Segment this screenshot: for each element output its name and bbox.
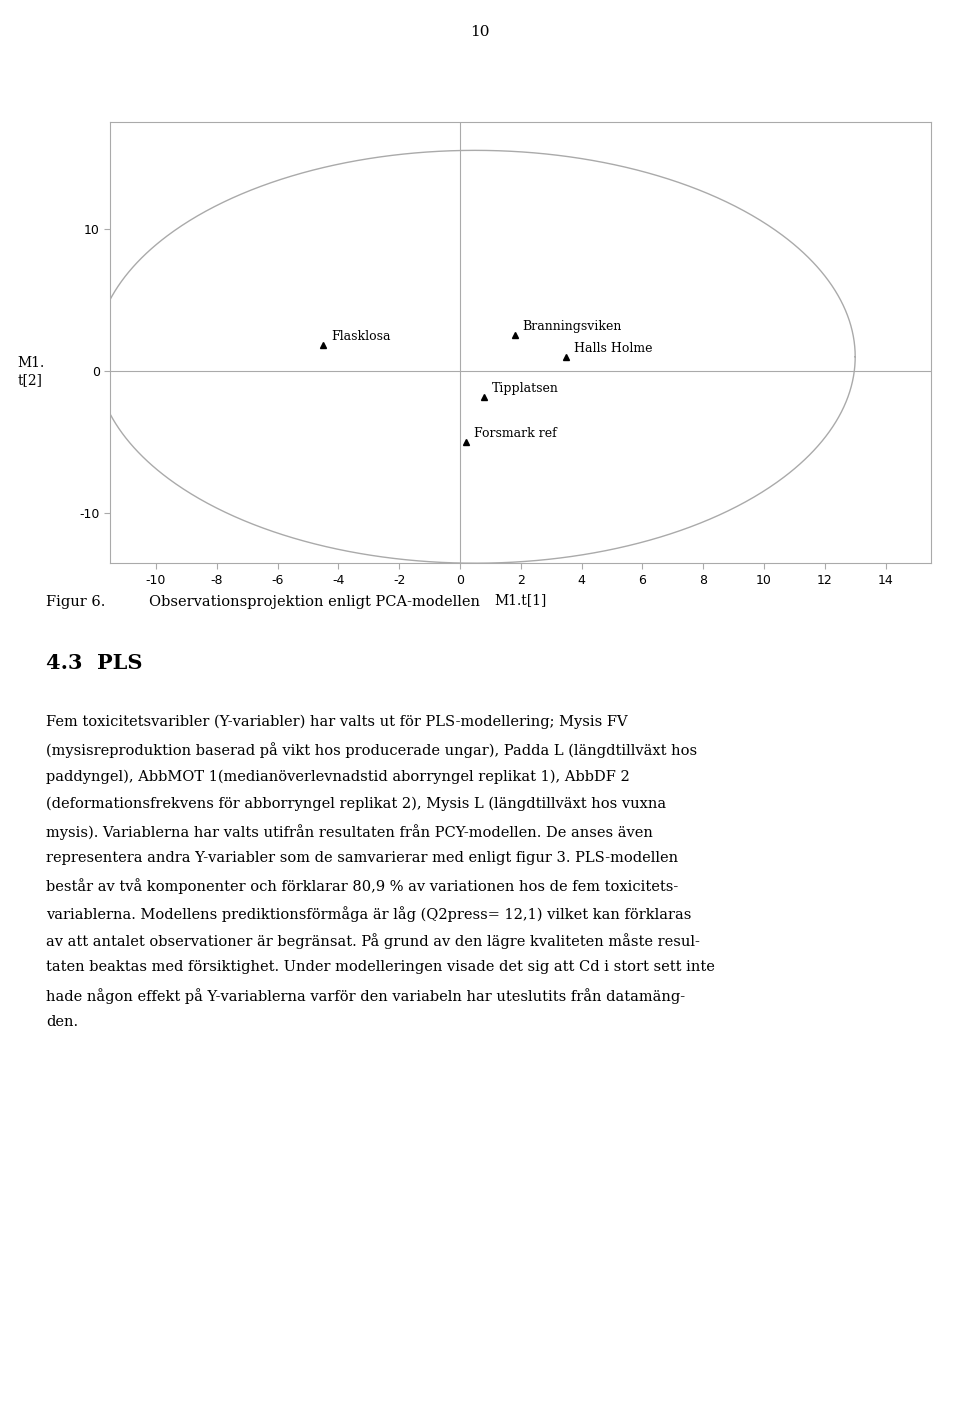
X-axis label: M1.t[1]: M1.t[1] [494, 594, 547, 608]
Text: Halls Holme: Halls Holme [574, 342, 653, 354]
Text: 10: 10 [470, 25, 490, 39]
Text: Forsmark ref: Forsmark ref [473, 427, 557, 440]
Text: Flasklosa: Flasklosa [331, 331, 391, 343]
Text: Figur 6.: Figur 6. [46, 595, 106, 609]
Text: paddyngel), AbbMOT 1(medianöverlevnadstid aborryngel replikat 1), AbbDF 2: paddyngel), AbbMOT 1(medianöverlevnadsti… [46, 769, 630, 783]
Text: Observationsprojektion enligt PCA-modellen: Observationsprojektion enligt PCA-modell… [149, 595, 480, 609]
Text: M1.
t[2]: M1. t[2] [17, 356, 44, 387]
Text: består av två komponenter och förklarar 80,9 % av variationen hos de fem toxicit: består av två komponenter och förklarar … [46, 878, 679, 894]
Text: representera andra Y-variabler som de samvarierar med enligt figur 3. PLS-modell: representera andra Y-variabler som de sa… [46, 852, 678, 864]
Text: variablerna. Modellens prediktionsförmåga är låg (Q2press= 12,1) vilket kan förk: variablerna. Modellens prediktionsförmåg… [46, 906, 691, 922]
Text: 4.3  PLS: 4.3 PLS [46, 653, 143, 672]
Text: Branningsviken: Branningsviken [522, 321, 622, 333]
Text: av att antalet observationer är begränsat. På grund av den lägre kvaliteten måst: av att antalet observationer är begränsa… [46, 933, 700, 948]
Text: taten beaktas med försiktighet. Under modelleringen visade det sig att Cd i stor: taten beaktas med försiktighet. Under mo… [46, 961, 715, 974]
Text: Fem toxicitetsvaribler (Y-variabler) har valts ut för PLS-modellering; Mysis FV: Fem toxicitetsvaribler (Y-variabler) har… [46, 715, 628, 729]
Text: (deformationsfrekvens för abborryngel replikat 2), Mysis L (längdtillväxt hos vu: (deformationsfrekvens för abborryngel re… [46, 796, 666, 811]
Text: hade någon effekt på Y-variablerna varför den variabeln har uteslutits från data: hade någon effekt på Y-variablerna varfö… [46, 988, 685, 1003]
Text: mysis). Variablerna har valts utifrån resultaten från PCY-modellen. De anses äve: mysis). Variablerna har valts utifrån re… [46, 824, 653, 839]
Text: (mysisreproduktion baserad på vikt hos producerade ungar), Padda L (längdtillväx: (mysisreproduktion baserad på vikt hos p… [46, 743, 697, 758]
Text: den.: den. [46, 1014, 78, 1028]
Text: Tipplatsen: Tipplatsen [492, 381, 559, 395]
